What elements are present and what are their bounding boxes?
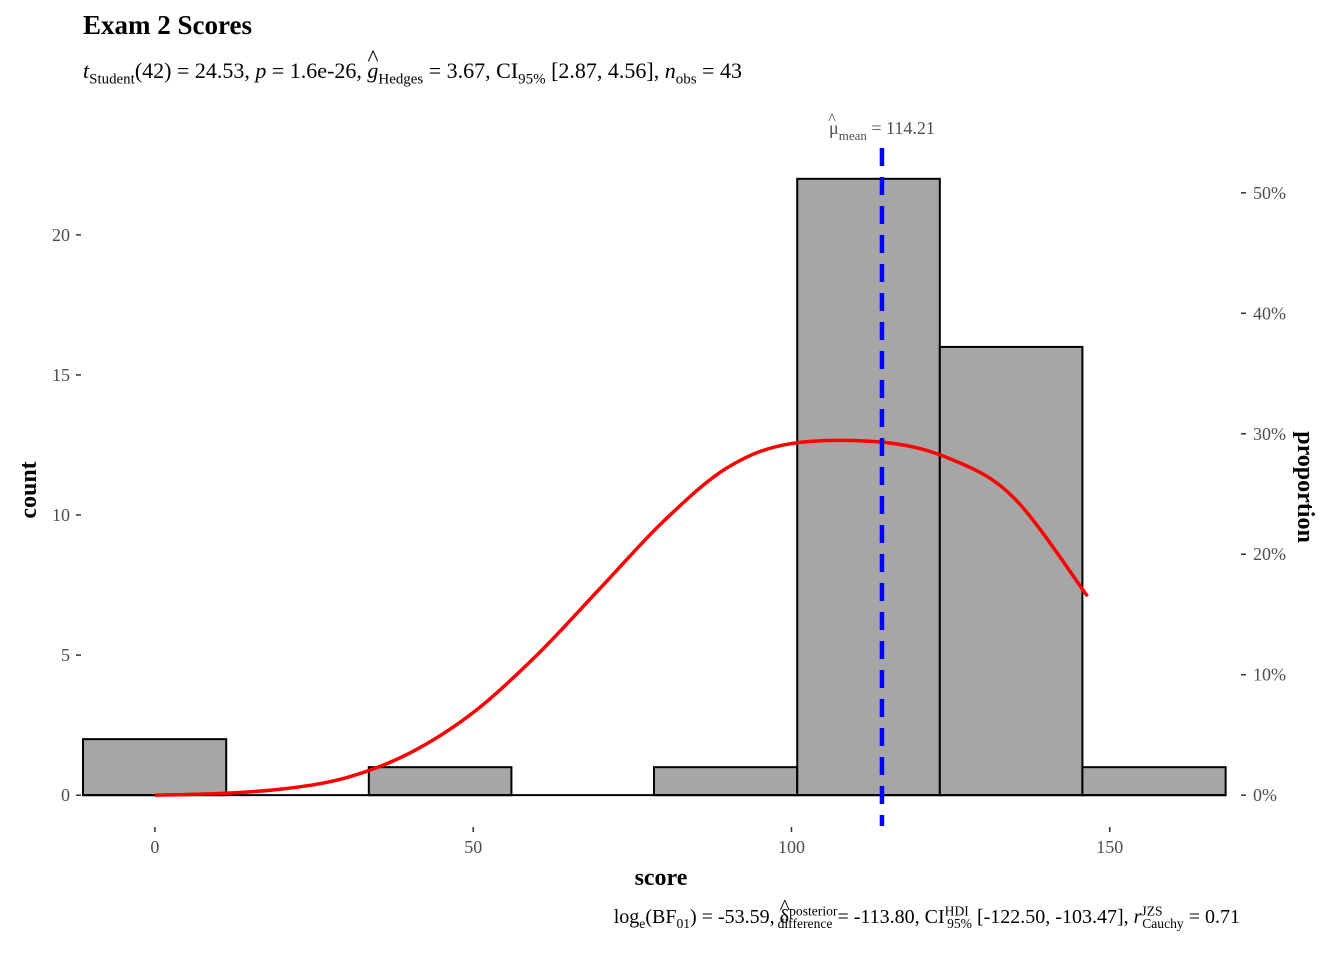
x-tick-label: 150 — [1096, 837, 1123, 857]
y-tick-label: 5 — [61, 645, 70, 665]
chart-title: Exam 2 Scores — [83, 10, 252, 40]
mean-label-subscript: mean — [839, 128, 868, 143]
y-right-tick-label: 40% — [1253, 303, 1286, 323]
y-tick-label: 10 — [52, 505, 70, 525]
histogram-bars — [82, 177, 1227, 797]
y-tick-label: 15 — [52, 365, 70, 385]
histogram-bar-6 — [938, 345, 1084, 797]
mean-label-symbol: μ — [829, 118, 839, 138]
axes: 0 50 100 150 0 5 10 15 20 0% 10% 20% 30% 40% 50% — [52, 183, 1286, 857]
mean-label-value: = 114.21 — [867, 118, 935, 138]
histogram-bar-7 — [1081, 766, 1227, 797]
mean-label-hat: ^ — [828, 111, 836, 128]
y-axis-right-label: proportion — [1292, 431, 1318, 543]
y-right-tick-label: 30% — [1253, 424, 1286, 444]
histogram-bar-4 — [652, 766, 799, 797]
y-right-tick-label: 20% — [1253, 544, 1286, 564]
x-tick-label: 50 — [464, 837, 482, 857]
y-tick-label: 0 — [61, 785, 70, 805]
chart-caption: loge(BF01) = -53.59, δposteriordifferenc… — [614, 894, 1240, 930]
histogram-chart: μmean = 114.21 ^ 0 50 100 150 0 5 10 15 20 0% 10% 2… — [16, 111, 1318, 891]
histogram-bar-5 — [796, 177, 941, 797]
x-axis-label: score — [635, 865, 688, 891]
y-axis-label: count — [16, 461, 42, 518]
x-tick-label: 100 — [778, 837, 805, 857]
svg-text:μmean = 114.21: μmean = 114.21 — [829, 118, 935, 143]
chart-subtitle: tStudent(42) = 24.53, p = 1.6e-26, gHedg… — [83, 45, 742, 87]
x-tick-label: 0 — [150, 837, 159, 857]
y-right-tick-label: 10% — [1253, 665, 1286, 685]
mean-label: μmean = 114.21 ^ — [828, 111, 935, 143]
y-right-tick-label: 50% — [1253, 183, 1286, 203]
histogram-bar-2 — [367, 766, 513, 797]
y-tick-label: 20 — [52, 225, 70, 245]
histogram-bar-0 — [82, 738, 228, 797]
y-right-tick-label: 0% — [1253, 785, 1277, 805]
density-curve — [154, 438, 1089, 797]
